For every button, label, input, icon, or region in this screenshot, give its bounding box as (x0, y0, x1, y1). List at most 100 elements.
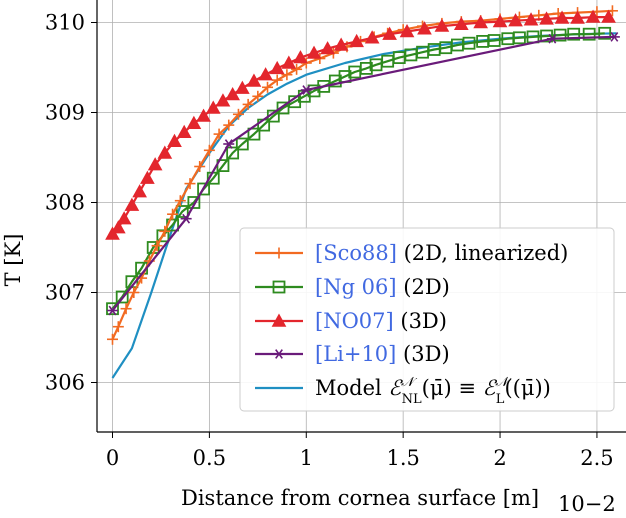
series-2-point-32 (492, 14, 508, 28)
series-0-point-0 (107, 333, 119, 345)
series-2-point-5 (140, 170, 155, 184)
series-1-point-25 (359, 62, 373, 75)
series-2-point-17 (258, 67, 273, 81)
series-2-point-34 (523, 12, 539, 26)
legend-marker-2 (271, 313, 287, 327)
series-3-line (111, 35, 615, 312)
series-2-point-35 (539, 11, 554, 25)
series-1-point-8 (187, 196, 201, 209)
y-tick-label-2: 308 (45, 191, 85, 215)
series-0-point-12 (203, 144, 215, 156)
legend-samples (255, 247, 303, 390)
series-2-point-27 (399, 23, 415, 38)
series-1-point-44 (598, 26, 612, 40)
x-axis-multiplier: 10−2 (558, 492, 616, 516)
legend-desc-no07: (3D) (394, 309, 447, 333)
ticks: 0 0.5 1 1.5 2 2.5 306 307 308 309 310 (45, 11, 614, 471)
series-0-point-13 (213, 128, 225, 140)
series-2-point-15 (234, 80, 250, 94)
series-2-point-11 (196, 108, 211, 122)
series-1-point-22 (328, 74, 342, 88)
series-1-point-7 (175, 205, 189, 218)
legend-entry-li10: [Li+10] (3D) (315, 342, 450, 366)
series-2-point-2 (116, 211, 132, 225)
series-1-point-40 (540, 29, 553, 43)
y-tick-label-1: 307 (45, 281, 85, 305)
legend-cite-sco88: [Sco88] (315, 241, 397, 265)
series-2-point-25 (364, 30, 380, 44)
series-1-line (111, 32, 605, 310)
series-3 (107, 32, 620, 316)
legend-entry-no07: [NO07] (3D) (315, 309, 447, 333)
series-1-point-38 (513, 31, 526, 45)
series-0-point-17 (252, 90, 264, 102)
series-2-point-37 (570, 10, 585, 24)
series-2-point-28 (417, 21, 432, 35)
series-2-point-38 (585, 9, 601, 23)
series-0-point-11 (194, 161, 206, 172)
series-0-point-19 (271, 74, 283, 86)
series-1-point-42 (567, 27, 581, 41)
series-2-point-8 (167, 133, 182, 147)
legend-cite-li10: [Li+10] (315, 342, 396, 366)
legend-box (239, 227, 615, 412)
series-0-point-21 (291, 63, 303, 75)
series-3-point-0 (107, 305, 119, 316)
legend-marker-1 (272, 280, 286, 294)
legend-entry-sco88: [Sco88] (2D, linearized) (315, 241, 568, 265)
series-1-point-5 (156, 229, 170, 243)
series-3-point-2 (223, 139, 235, 149)
y-tick-label-4: 310 (45, 11, 85, 35)
legend-cite-ng06: [Ng 06] (315, 275, 397, 299)
legend: [Sco88] (2D, linearized) [Ng 06] (2D) [N… (239, 227, 615, 412)
legend-model-rest: (μ̄) ≡ (422, 376, 483, 400)
series-0-point-20 (281, 69, 293, 81)
series-1-point-36 (487, 34, 501, 47)
y-axis-label: T [K] (1, 234, 25, 287)
series-2-point-21 (306, 45, 322, 59)
series-0-point-14 (223, 119, 235, 131)
series-0-point-3 (128, 287, 140, 298)
axes-frame (96, 0, 626, 433)
series-2-point-22 (320, 41, 335, 55)
series-1-point-43 (582, 27, 596, 41)
series-0-point-7 (159, 225, 171, 237)
series-0-point-6 (151, 240, 163, 252)
legend-desc-li10: (3D) (396, 342, 449, 366)
series-0-point-15 (232, 108, 244, 120)
series-1-point-14 (247, 127, 261, 141)
x-axis-label: Distance from cornea surface [m] (181, 486, 539, 510)
series-2-point-26 (382, 26, 397, 40)
series-2-point-23 (333, 37, 349, 51)
y-tick-label-0: 306 (45, 371, 85, 395)
series-2-point-16 (246, 73, 262, 87)
series-2-point-36 (554, 10, 570, 24)
series-0-point-16 (242, 98, 254, 110)
series-1-point-1 (115, 290, 129, 304)
series-2-point-39 (601, 9, 616, 23)
legend-model-prefix: Model (315, 376, 388, 400)
x-tick-label-1: 0.5 (193, 446, 226, 470)
legend-desc-ng06: (2D) (397, 275, 450, 299)
series-2-point-3 (124, 197, 140, 211)
series-0-point-10 (184, 178, 196, 190)
legend-model-tail: ((μ̄)) (504, 376, 550, 400)
series-2-point-29 (434, 18, 450, 32)
series-0-point-9 (174, 195, 186, 207)
x-tick-label-4: 2 (493, 446, 506, 470)
x-tick-label-3: 1.5 (386, 446, 419, 470)
legend-marker-0 (273, 247, 285, 259)
series-layer (105, 5, 620, 379)
series-2-point-30 (453, 16, 469, 30)
series-2-point-4 (132, 184, 147, 198)
grid (97, 0, 626, 432)
series-2-point-10 (186, 115, 202, 129)
series-0-point-18 (262, 81, 274, 93)
series-2 (105, 9, 616, 240)
legend-desc-sco88: (2D, linearized) (397, 241, 568, 265)
series-2-point-20 (293, 50, 308, 64)
series-2-point-24 (349, 33, 365, 48)
series-1-point-9 (197, 182, 210, 196)
x-tick-label-5: 2.5 (580, 446, 613, 470)
